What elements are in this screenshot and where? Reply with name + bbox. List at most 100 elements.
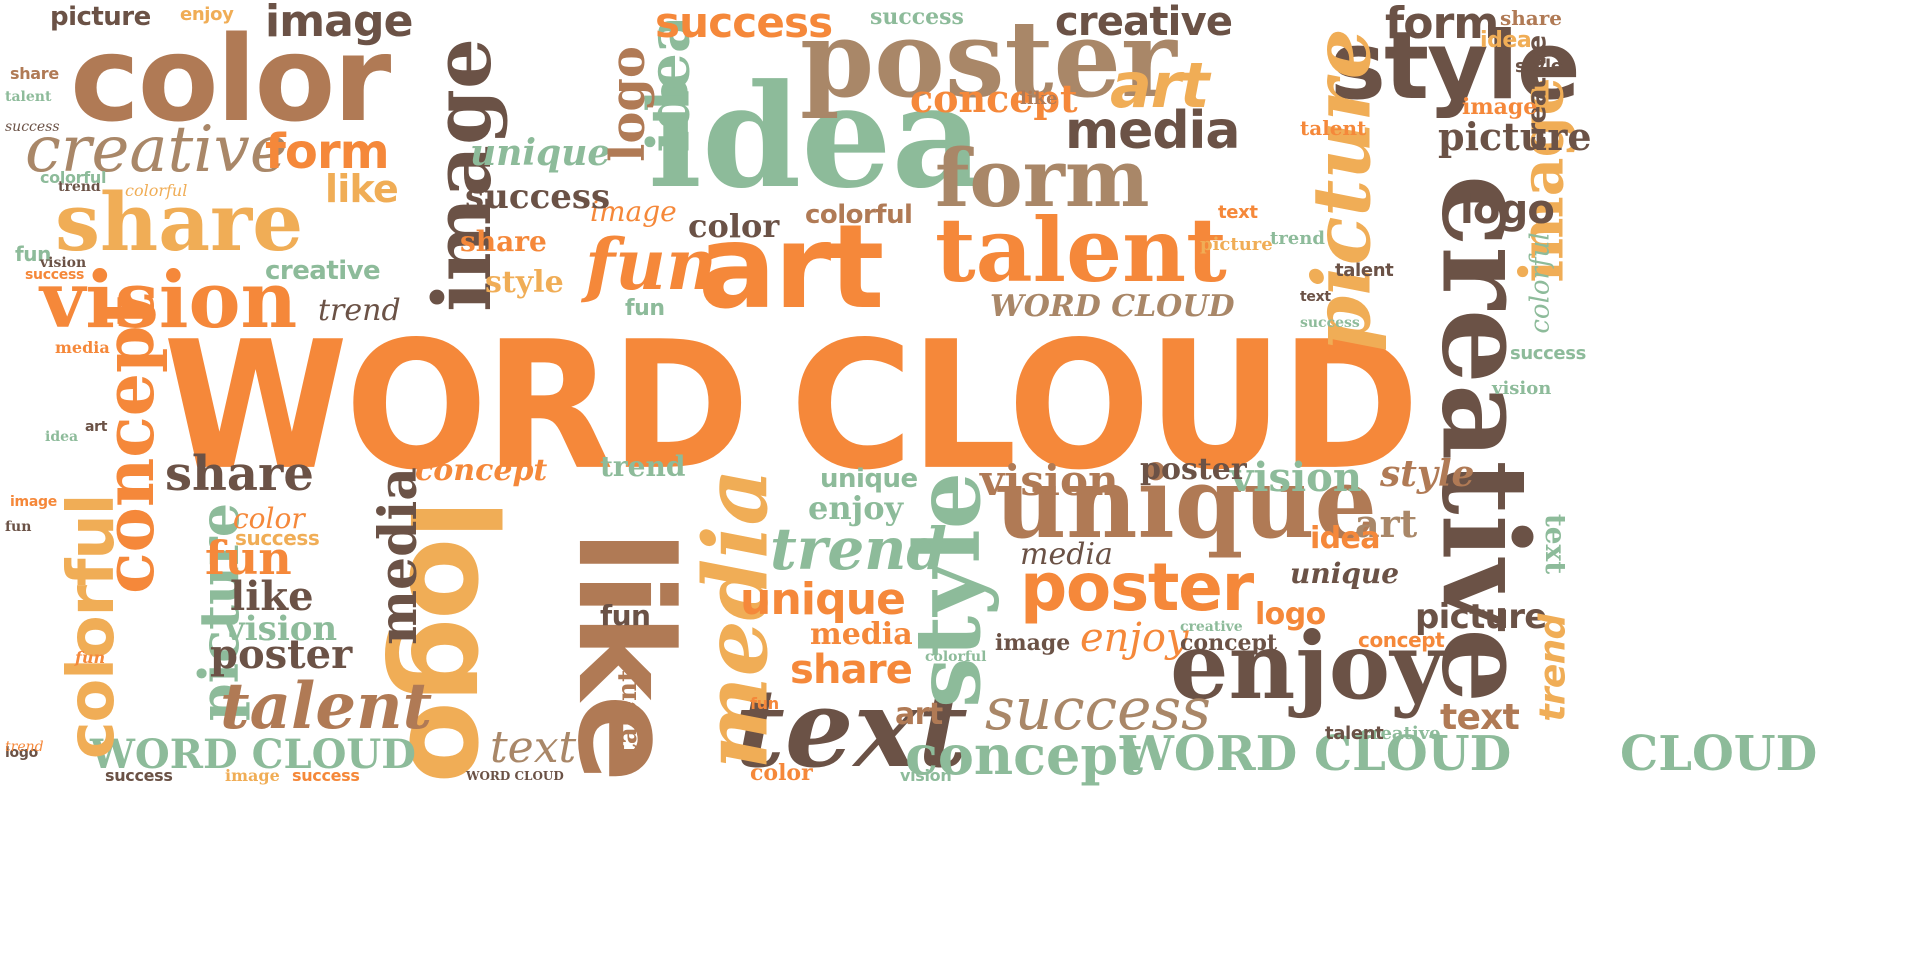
filler-word: fun [625, 296, 665, 321]
filler-word: image [225, 766, 280, 785]
filler-word: creative [265, 256, 381, 286]
filler-word: color [688, 207, 780, 245]
word-word-cloud-bottom: WORD CLOUD [1120, 726, 1512, 782]
word-concept-mid: concept [910, 76, 1078, 121]
filler-word: colorful [40, 168, 107, 187]
word-cloud-title-cloud: CLOUD [790, 303, 1420, 509]
filler-word: like [1020, 88, 1058, 109]
word-share-large: share [55, 175, 304, 269]
filler-word: colorful [1525, 232, 1556, 334]
filler-word: media [810, 617, 913, 652]
filler-word: media [55, 338, 110, 357]
filler-word: talent [613, 669, 644, 757]
word-text-large: text [735, 666, 968, 792]
word-concept-large: concept [905, 723, 1144, 787]
word-creative-italic: creative [25, 113, 288, 187]
word-word-cloud-bottom-left: WORD CLOUD [90, 731, 416, 778]
word-cloud-title-word: WORD [163, 303, 750, 509]
filler-word: trend [1270, 228, 1325, 249]
word-logo-right: logo [1460, 187, 1555, 233]
word-vision-large: vision [40, 255, 298, 346]
filler-word: fun [750, 694, 779, 713]
filler-word: trend [58, 179, 101, 195]
filler-word: colorful [805, 200, 913, 230]
filler-word: concept [1180, 630, 1278, 656]
filler-word: picture [1200, 234, 1273, 255]
filler-word: success [1510, 343, 1586, 364]
filler-word: text [1539, 513, 1573, 575]
filler-word: style [485, 265, 564, 300]
filler-word: success [25, 267, 85, 283]
filler-word: success [235, 526, 320, 550]
word-vision-mid: vision [980, 456, 1119, 505]
filler-word: style [1515, 56, 1563, 77]
filler-word: picture [50, 2, 151, 32]
filler-word: WORD CLOUD [466, 769, 564, 783]
filler-word: trend [1532, 614, 1574, 722]
filler-word: text [1300, 289, 1331, 305]
filler-word: image [995, 630, 1071, 656]
filler-word: fun [15, 242, 51, 266]
word-like-left: like [230, 573, 314, 620]
filler-word: success [5, 119, 60, 135]
word-text-right: text [1440, 697, 1520, 738]
filler-word: talent [1335, 260, 1394, 281]
filler-word: unique [820, 464, 918, 494]
filler-word: text [490, 722, 577, 773]
word-unique-italic: unique [470, 132, 611, 174]
filler-word: talent [1300, 116, 1367, 140]
filler-word: creative [1180, 619, 1243, 635]
filler-word: image [1462, 94, 1538, 120]
filler-word: colorful [925, 649, 987, 665]
word-unique-mid: unique [740, 574, 906, 625]
word-word-cloud-bottom-right: CLOUD [1620, 726, 1818, 782]
filler-word: concept [415, 453, 548, 488]
word-enjoy-large: enjoy [1170, 612, 1444, 720]
word-art: art [698, 200, 884, 335]
word-style-right: style [1380, 453, 1475, 495]
filler-word: color [233, 502, 305, 535]
filler-word: WORD CLOUD [990, 289, 1235, 324]
word-form-large: form [935, 131, 1150, 225]
word-trend-large: trend [770, 515, 947, 583]
word-share-mid-left: share [165, 446, 314, 502]
word-poster-mid: poster [1020, 549, 1254, 626]
filler-word: success [1300, 315, 1360, 331]
filler-word: unique [1290, 557, 1400, 590]
word-color: color [70, 10, 391, 148]
word-fun-large: fun [585, 223, 717, 306]
filler-word: idea [1480, 28, 1532, 53]
word-picture-right: picture [1438, 114, 1592, 159]
word-like-mid: like [325, 167, 399, 211]
word-art-top: art [1110, 49, 1210, 122]
word-trend-mid-left: trend [318, 293, 401, 328]
filler-word: success [105, 766, 173, 785]
filler-word: fun [5, 519, 32, 535]
filler-word: success [292, 766, 360, 785]
word-idea: idea [648, 54, 984, 220]
filler-word: trend [5, 739, 44, 755]
filler-word: art [895, 697, 943, 732]
filler-word: idea [1310, 521, 1381, 556]
filler-word: vision [1492, 378, 1552, 399]
word-fun-left: fun [205, 531, 292, 585]
filler-word: share [10, 64, 59, 83]
word-poster: poster [800, 0, 1177, 121]
filler-word: success [465, 177, 611, 217]
filler-word: image [590, 195, 677, 228]
word-success-top: success [655, 0, 833, 47]
filler-word: creative [1360, 723, 1441, 744]
word-unique-large: unique [995, 446, 1377, 561]
word-picture-bottom-right: picture [1415, 597, 1547, 637]
filler-word: trend [600, 450, 686, 483]
filler-word: text [1218, 202, 1258, 223]
filler-word: poster [1140, 452, 1247, 487]
filler-word: media [1020, 537, 1113, 572]
filler-word: success [870, 4, 964, 30]
word-media-mid: media [1065, 101, 1240, 161]
filler-word: talent [5, 89, 52, 105]
word-talent-large: talent [220, 669, 433, 744]
word-vision-right: vision [1230, 454, 1362, 501]
filler-word: art [85, 419, 108, 435]
